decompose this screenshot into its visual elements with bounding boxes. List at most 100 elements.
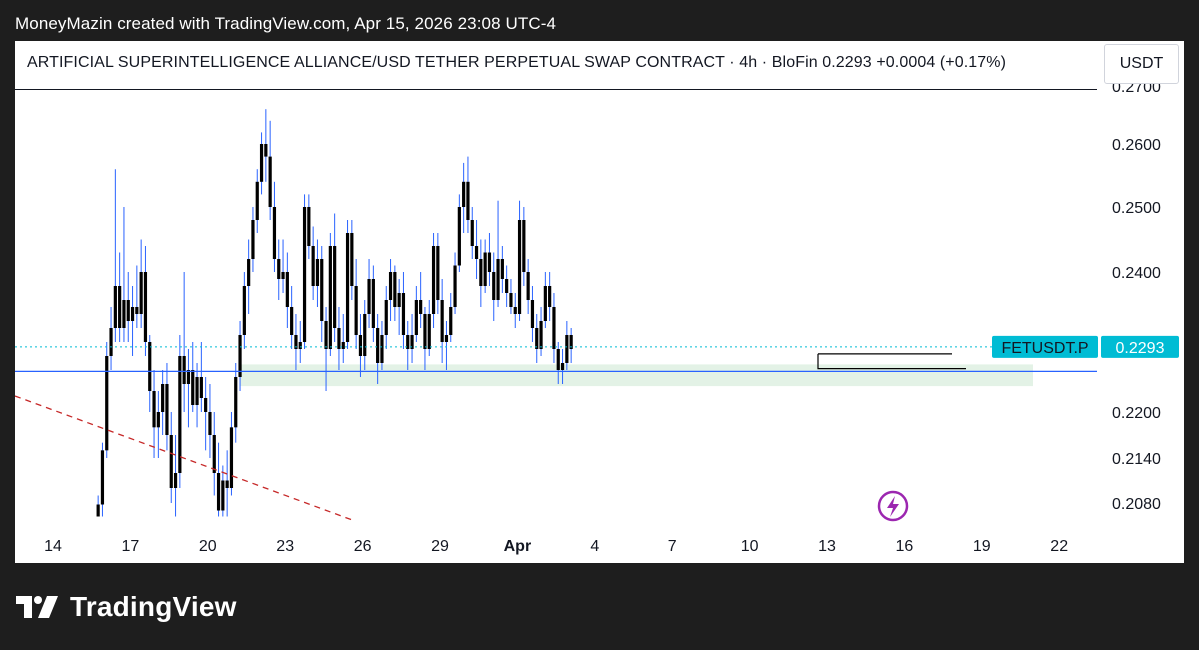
candle [229, 412, 234, 496]
candle [350, 220, 354, 300]
candle [466, 156, 470, 233]
price-tick-label: 0.2200 [1112, 405, 1161, 422]
candle [333, 213, 337, 342]
candle [513, 293, 517, 328]
candle [358, 314, 363, 377]
candle [118, 252, 122, 342]
candle [238, 321, 242, 391]
candle [496, 200, 500, 307]
time-tick-label: 7 [668, 538, 677, 555]
candle [221, 465, 225, 517]
candle [195, 363, 199, 428]
candle [199, 342, 203, 412]
candle [126, 272, 130, 342]
candle [281, 239, 285, 293]
candle [440, 279, 444, 363]
candle [173, 435, 178, 517]
candle [565, 321, 569, 370]
candle [259, 132, 264, 195]
candle [539, 307, 543, 356]
candle [457, 194, 461, 272]
candle [552, 293, 556, 363]
candle [414, 286, 418, 342]
candle [474, 220, 479, 279]
candle [384, 286, 388, 349]
header-divider [15, 89, 1097, 90]
candle [100, 442, 105, 517]
candle [298, 321, 302, 363]
candle [337, 307, 341, 370]
candle [96, 495, 100, 517]
candle [371, 265, 375, 342]
candle [178, 335, 182, 488]
range-box-bottom[interactable] [817, 353, 966, 370]
time-tick-label: 10 [741, 538, 759, 555]
candle [410, 314, 414, 363]
candle [311, 226, 315, 300]
candle [548, 272, 552, 321]
candle [345, 220, 350, 349]
candle [483, 239, 487, 293]
candle [492, 252, 496, 321]
candle [376, 314, 380, 384]
candle [449, 293, 453, 342]
candle [294, 314, 298, 370]
candle [285, 252, 289, 328]
trendline[interactable] [15, 395, 356, 522]
candle [225, 450, 229, 517]
time-tick-label: 13 [818, 538, 836, 555]
candle [139, 239, 143, 328]
time-tick-label: 26 [354, 538, 372, 555]
candle [569, 328, 573, 363]
candle [526, 259, 530, 314]
time-tick-label: 17 [122, 538, 140, 555]
candle [543, 272, 547, 328]
symbol-tag: FETUSDT.P [1001, 340, 1088, 357]
currency-selector[interactable]: USDT [1104, 44, 1179, 84]
price-tick-label: 0.2140 [1112, 451, 1161, 468]
candle [268, 120, 272, 220]
candle [556, 342, 560, 384]
candle [186, 349, 191, 428]
candle [354, 259, 358, 349]
support-zone [240, 364, 1033, 387]
candle [431, 233, 436, 328]
candle [530, 286, 535, 342]
candle [397, 279, 401, 335]
candle [130, 286, 135, 356]
candle [247, 239, 251, 314]
candle [444, 321, 449, 370]
candle [122, 207, 126, 342]
candle [169, 412, 173, 503]
candle [148, 335, 152, 412]
candle [522, 207, 526, 286]
candle [264, 109, 268, 182]
tradingview-wordmark: TradingView [70, 591, 237, 622]
candle [500, 246, 504, 293]
candle [135, 265, 139, 328]
candle [505, 265, 509, 307]
chart-panel[interactable] [15, 41, 1184, 563]
time-tick-label: 4 [590, 538, 599, 555]
candle [517, 200, 522, 321]
candle [234, 363, 238, 443]
candle [161, 370, 165, 435]
price-tick-label: 0.2080 [1112, 496, 1161, 513]
candle [462, 162, 466, 233]
time-tick-label: 14 [44, 538, 62, 555]
candle [315, 239, 320, 307]
last-price-tag: 0.2293 [1116, 340, 1165, 357]
time-tick-label: 23 [276, 538, 294, 555]
candle [470, 207, 474, 259]
candle [341, 314, 345, 363]
candle [290, 286, 294, 349]
last-price-tag-bg [1101, 335, 1179, 358]
candle [204, 377, 208, 451]
candle [367, 259, 371, 328]
candle [509, 279, 513, 314]
flash-icon[interactable] [877, 490, 909, 522]
price-tick-label: 0.2500 [1112, 200, 1161, 217]
candle [436, 233, 440, 314]
candle [393, 265, 397, 321]
